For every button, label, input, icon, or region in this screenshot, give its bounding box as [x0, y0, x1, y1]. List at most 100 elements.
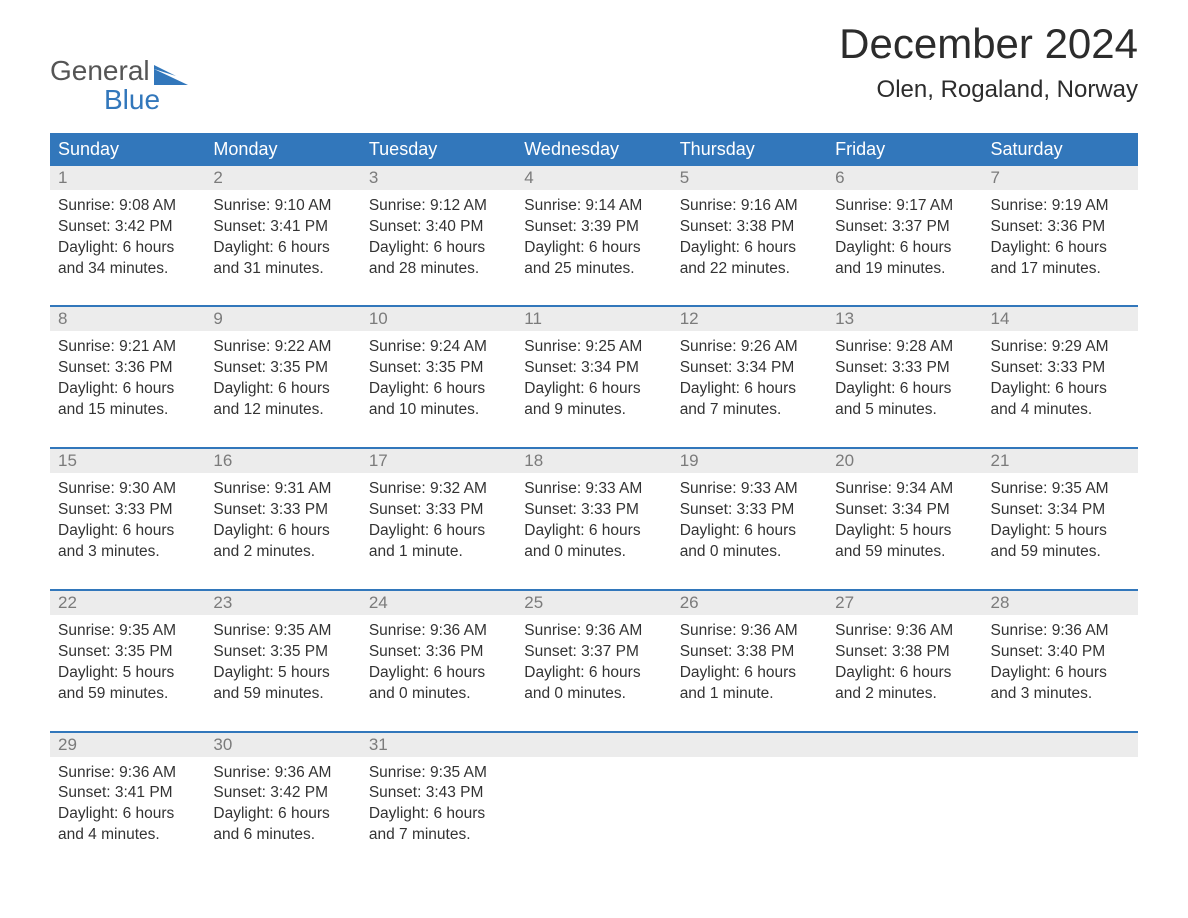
- daydata-row: Sunrise: 9:08 AMSunset: 3:42 PMDaylight:…: [50, 190, 1138, 307]
- day-d2: and 34 minutes.: [58, 259, 197, 280]
- day-number: 17: [361, 449, 516, 473]
- dow-thu: Thursday: [672, 133, 827, 166]
- day-d2: and 0 minutes.: [524, 684, 663, 705]
- day-number: 5: [672, 166, 827, 190]
- day-number: 25: [516, 591, 671, 615]
- day-ss: Sunset: 3:33 PM: [680, 500, 819, 521]
- day-d2: and 2 minutes.: [213, 542, 352, 563]
- day-d1: Daylight: 6 hours: [680, 379, 819, 400]
- day-d1: Daylight: 6 hours: [991, 663, 1130, 684]
- day-cell: Sunrise: 9:36 AMSunset: 3:41 PMDaylight:…: [50, 757, 205, 847]
- day-number: 4: [516, 166, 671, 190]
- day-d2: and 3 minutes.: [58, 542, 197, 563]
- day-cell: Sunrise: 9:08 AMSunset: 3:42 PMDaylight:…: [50, 190, 205, 280]
- day-header-row: Sunday Monday Tuesday Wednesday Thursday…: [50, 133, 1138, 166]
- daynum-row: 1234567: [50, 166, 1138, 190]
- day-ss: Sunset: 3:38 PM: [680, 217, 819, 238]
- day-d1: Daylight: 6 hours: [524, 663, 663, 684]
- day-d1: Daylight: 6 hours: [369, 663, 508, 684]
- day-ss: Sunset: 3:41 PM: [58, 783, 197, 804]
- day-cell: Sunrise: 9:25 AMSunset: 3:34 PMDaylight:…: [516, 331, 671, 421]
- day-sr: Sunrise: 9:36 AM: [835, 621, 974, 642]
- day-d2: and 7 minutes.: [369, 825, 508, 846]
- day-number: 1: [50, 166, 205, 190]
- day-ss: Sunset: 3:37 PM: [835, 217, 974, 238]
- day-sr: Sunrise: 9:28 AM: [835, 337, 974, 358]
- day-number: 30: [205, 733, 360, 757]
- day-number: 14: [983, 307, 1138, 331]
- day-d1: Daylight: 6 hours: [213, 379, 352, 400]
- day-ss: Sunset: 3:35 PM: [213, 642, 352, 663]
- day-d1: Daylight: 6 hours: [369, 521, 508, 542]
- day-d2: and 17 minutes.: [991, 259, 1130, 280]
- day-cell: Sunrise: 9:33 AMSunset: 3:33 PMDaylight:…: [672, 473, 827, 563]
- day-sr: Sunrise: 9:19 AM: [991, 196, 1130, 217]
- day-cell: Sunrise: 9:19 AMSunset: 3:36 PMDaylight:…: [983, 190, 1138, 280]
- month-title: December 2024: [839, 20, 1138, 68]
- day-ss: Sunset: 3:36 PM: [58, 358, 197, 379]
- brand-logo: General Blue: [50, 20, 188, 115]
- day-d1: Daylight: 6 hours: [58, 521, 197, 542]
- day-ss: Sunset: 3:33 PM: [213, 500, 352, 521]
- day-ss: Sunset: 3:42 PM: [213, 783, 352, 804]
- day-ss: Sunset: 3:33 PM: [524, 500, 663, 521]
- day-sr: Sunrise: 9:36 AM: [213, 763, 352, 784]
- day-d1: Daylight: 6 hours: [524, 238, 663, 259]
- day-d2: and 0 minutes.: [369, 684, 508, 705]
- day-number: 15: [50, 449, 205, 473]
- day-d1: Daylight: 6 hours: [58, 238, 197, 259]
- day-d2: and 1 minute.: [369, 542, 508, 563]
- day-d1: Daylight: 6 hours: [680, 663, 819, 684]
- day-cell: Sunrise: 9:29 AMSunset: 3:33 PMDaylight:…: [983, 331, 1138, 421]
- day-cell: Sunrise: 9:36 AMSunset: 3:40 PMDaylight:…: [983, 615, 1138, 705]
- day-number: 2: [205, 166, 360, 190]
- day-d2: and 0 minutes.: [680, 542, 819, 563]
- day-cell: Sunrise: 9:36 AMSunset: 3:37 PMDaylight:…: [516, 615, 671, 705]
- day-cell: Sunrise: 9:36 AMSunset: 3:36 PMDaylight:…: [361, 615, 516, 705]
- header: General Blue December 2024 Olen, Rogalan…: [50, 20, 1138, 115]
- day-d2: and 59 minutes.: [213, 684, 352, 705]
- daydata-row: Sunrise: 9:30 AMSunset: 3:33 PMDaylight:…: [50, 473, 1138, 590]
- day-d1: Daylight: 6 hours: [369, 379, 508, 400]
- day-d2: and 12 minutes.: [213, 400, 352, 421]
- day-number: 20: [827, 449, 982, 473]
- day-d2: and 2 minutes.: [835, 684, 974, 705]
- day-cell: Sunrise: 9:26 AMSunset: 3:34 PMDaylight:…: [672, 331, 827, 421]
- day-d1: Daylight: 6 hours: [991, 379, 1130, 400]
- day-cell: Sunrise: 9:31 AMSunset: 3:33 PMDaylight:…: [205, 473, 360, 563]
- day-d2: and 19 minutes.: [835, 259, 974, 280]
- dow-wed: Wednesday: [516, 133, 671, 166]
- day-d2: and 6 minutes.: [213, 825, 352, 846]
- dow-tue: Tuesday: [361, 133, 516, 166]
- day-cell: Sunrise: 9:35 AMSunset: 3:34 PMDaylight:…: [983, 473, 1138, 563]
- day-number: 28: [983, 591, 1138, 615]
- day-cell: Sunrise: 9:35 AMSunset: 3:35 PMDaylight:…: [205, 615, 360, 705]
- day-d2: and 59 minutes.: [58, 684, 197, 705]
- day-sr: Sunrise: 9:24 AM: [369, 337, 508, 358]
- day-number: 23: [205, 591, 360, 615]
- day-d1: Daylight: 6 hours: [835, 238, 974, 259]
- day-d1: Daylight: 5 hours: [213, 663, 352, 684]
- daydata-row: Sunrise: 9:36 AM Sunset: 3:41 PM Daylight:…: [50, 757, 1138, 873]
- day-d1: Daylight: 6 hours: [58, 379, 197, 400]
- day-number: 6: [827, 166, 982, 190]
- daynum-row: 891011121314: [50, 306, 1138, 331]
- day-cell: Sunrise: 9:35 AMSunset: 3:35 PMDaylight:…: [50, 615, 205, 705]
- day-ss: Sunset: 3:33 PM: [369, 500, 508, 521]
- brand-word1: General: [50, 56, 150, 85]
- day-d1: Daylight: 5 hours: [835, 521, 974, 542]
- day-d2: and 4 minutes.: [991, 400, 1130, 421]
- day-number: 7: [983, 166, 1138, 190]
- day-number: 26: [672, 591, 827, 615]
- day-ss: Sunset: 3:43 PM: [369, 783, 508, 804]
- dow-fri: Friday: [827, 133, 982, 166]
- day-sr: Sunrise: 9:08 AM: [58, 196, 197, 217]
- day-ss: Sunset: 3:42 PM: [58, 217, 197, 238]
- day-ss: Sunset: 3:33 PM: [58, 500, 197, 521]
- day-d1: Daylight: 6 hours: [213, 804, 352, 825]
- day-sr: Sunrise: 9:35 AM: [991, 479, 1130, 500]
- day-ss: Sunset: 3:35 PM: [213, 358, 352, 379]
- day-ss: Sunset: 3:33 PM: [991, 358, 1130, 379]
- day-ss: Sunset: 3:39 PM: [524, 217, 663, 238]
- day-number: 11: [516, 307, 671, 331]
